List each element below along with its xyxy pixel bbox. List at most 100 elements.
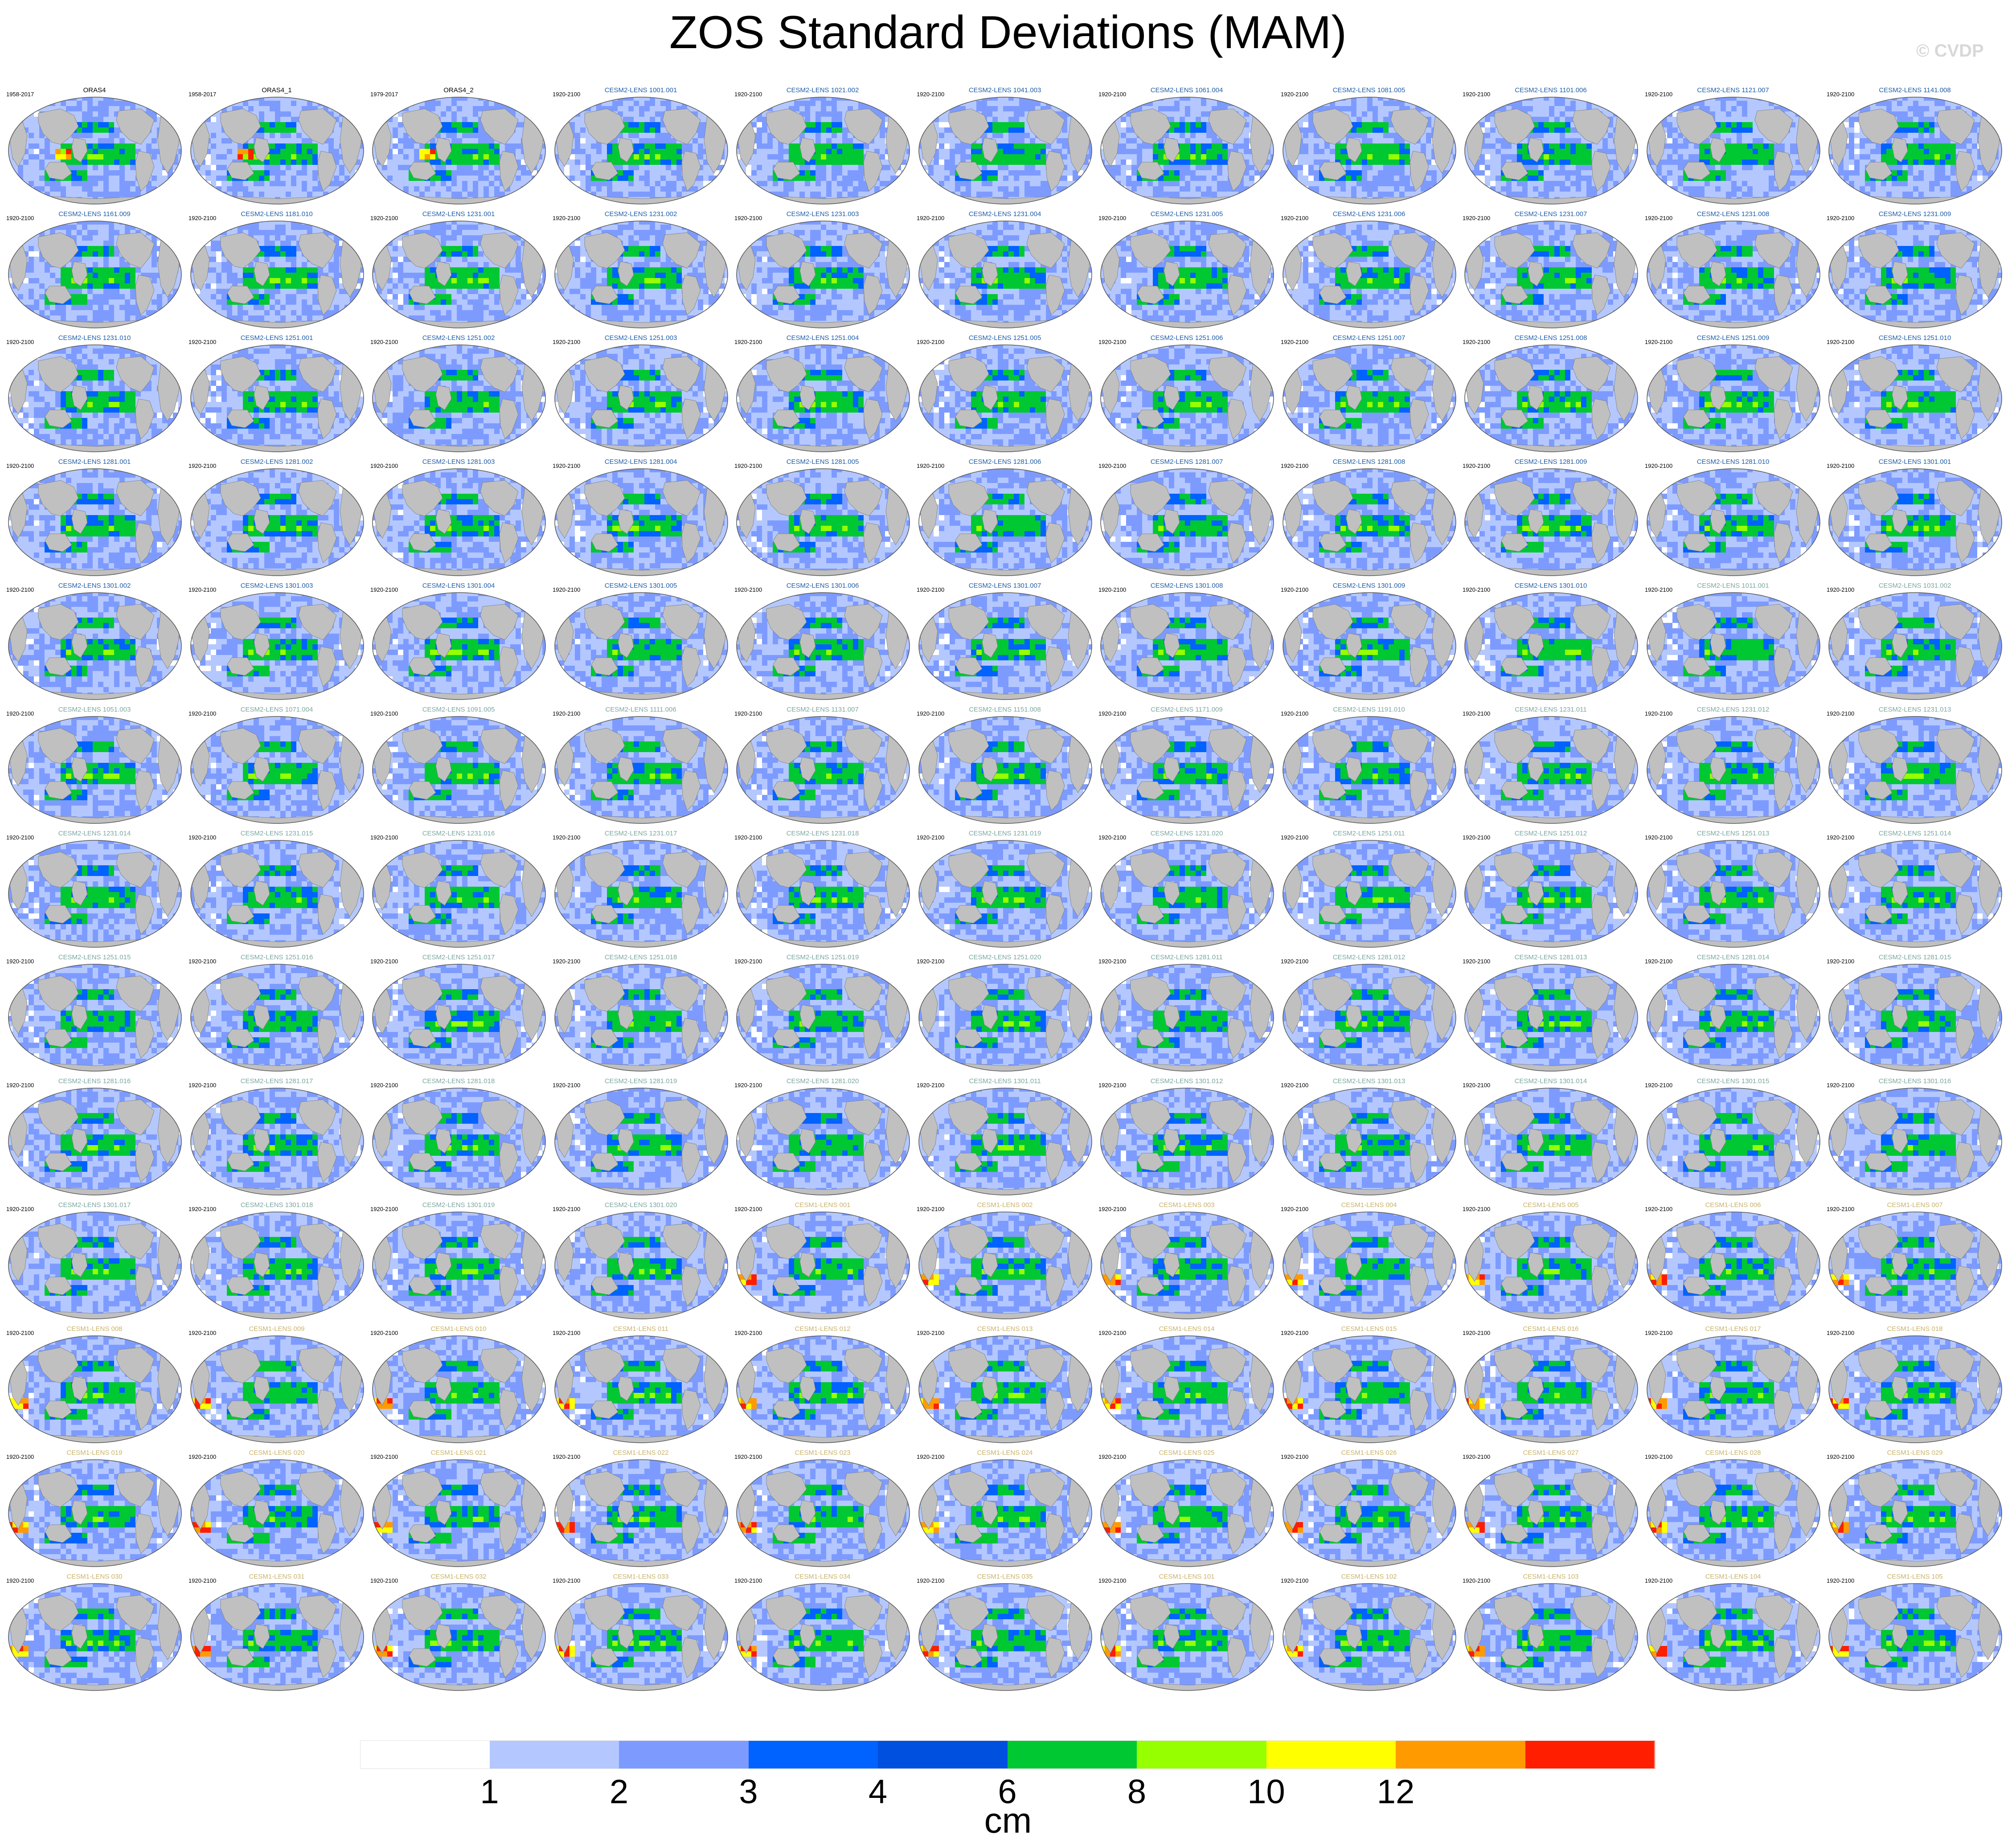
map-svg	[1463, 467, 1639, 577]
panel-title: CESM2-LENS 1231.012	[1642, 706, 1824, 713]
map-svg	[1282, 95, 1457, 206]
map-svg	[7, 715, 183, 825]
map-panel: 1920-2100 CESM1-LENS 103	[1460, 1573, 1642, 1696]
map-svg	[1463, 1210, 1639, 1321]
panel-title: CESM2-LENS 1281.016	[4, 1077, 185, 1085]
map-svg	[918, 1086, 1093, 1197]
panel-title: CESM2-LENS 1231.004	[914, 210, 1096, 218]
map-svg	[1828, 839, 2003, 949]
map-panel: 1920-2100 CESM2-LENS 1081.005	[1278, 86, 1460, 209]
panel-title: CESM2-LENS 1231.005	[1096, 210, 1278, 218]
map-svg	[7, 1086, 183, 1197]
panel-title: CESM2-LENS 1251.012	[1460, 830, 1642, 837]
map-panel: 1920-2100 CESM2-LENS 1281.016	[4, 1077, 185, 1200]
colorbar-tick-label: 8	[1127, 1772, 1146, 1811]
map-svg	[371, 839, 547, 949]
panel-title: CESM2-LENS 1131.007	[732, 706, 914, 713]
map-panel: 1920-2100 CESM2-LENS 1051.003	[4, 706, 185, 829]
map-svg	[189, 1086, 365, 1197]
map-panel: 1920-2100 CESM2-LENS 1231.003	[732, 210, 914, 333]
map-panel: 1920-2100 CESM2-LENS 1301.014	[1460, 1077, 1642, 1200]
panel-title: CESM2-LENS 1181.010	[186, 210, 368, 218]
map-svg	[735, 219, 911, 330]
panel-title: CESM2-LENS 1231.017	[550, 830, 732, 837]
panel-title: CESM1-LENS 015	[1278, 1325, 1460, 1333]
map-panel: 1920-2100 CESM1-LENS 014	[1096, 1325, 1278, 1448]
panel-title: CESM2-LENS 1251.018	[550, 954, 732, 961]
panel-title: CESM2-LENS 1281.013	[1460, 954, 1642, 961]
map-panel: 1920-2100 CESM2-LENS 1231.012	[1642, 706, 1824, 829]
map-panel: 1920-2100 CESM2-LENS 1281.010	[1642, 458, 1824, 581]
map-panel: 1920-2100 CESM2-LENS 1301.020	[550, 1201, 732, 1324]
map-panel: 1920-2100 CESM2-LENS 1301.015	[1642, 1077, 1824, 1200]
map-panel: 1920-2100 CESM2-LENS 1281.009	[1460, 458, 1642, 581]
map-panel: 1920-2100 CESM2-LENS 1281.017	[186, 1077, 368, 1200]
map-svg	[1282, 839, 1457, 949]
map-svg	[553, 1458, 729, 1568]
map-panel: 1920-2100 CESM2-LENS 1231.011	[1460, 706, 1642, 829]
map-svg	[1099, 1086, 1275, 1197]
panel-title: CESM2-LENS 1281.012	[1278, 954, 1460, 961]
panel-title: CESM2-LENS 1141.008	[1824, 86, 2006, 94]
map-svg	[371, 1582, 547, 1692]
map-panel: 1920-2100 CESM2-LENS 1231.004	[914, 210, 1096, 333]
map-svg	[1282, 1086, 1457, 1197]
panel-title: CESM1-LENS 012	[732, 1325, 914, 1333]
panel-title: CESM2-LENS 1251.005	[914, 334, 1096, 342]
panel-title: CESM1-LENS 001	[732, 1201, 914, 1209]
map-panel: 1920-2100 CESM2-LENS 1301.006	[732, 582, 914, 705]
map-svg	[189, 95, 365, 206]
map-svg	[553, 591, 729, 701]
panel-title: CESM2-LENS 1251.001	[186, 334, 368, 342]
panel-title: CESM2-LENS 1231.019	[914, 830, 1096, 837]
map-svg	[1099, 839, 1275, 949]
map-svg	[371, 962, 547, 1073]
map-panel: 1920-2100 CESM2-LENS 1231.020	[1096, 830, 1278, 953]
map-svg	[7, 1334, 183, 1445]
map-svg	[189, 467, 365, 577]
panel-title: CESM2-LENS 1251.011	[1278, 830, 1460, 837]
map-panel: 1920-2100 CESM1-LENS 021	[368, 1449, 549, 1572]
panel-title: CESM2-LENS 1281.015	[1824, 954, 2006, 961]
map-svg	[371, 95, 547, 206]
map-panel: 1920-2100 CESM1-LENS 032	[368, 1573, 549, 1696]
map-svg	[735, 1334, 911, 1445]
map-panel: 1920-2100 CESM2-LENS 1301.011	[914, 1077, 1096, 1200]
map-svg	[735, 839, 911, 949]
panel-title: CESM2-LENS 1301.002	[4, 582, 185, 589]
map-panel: 1920-2100 CESM1-LENS 024	[914, 1449, 1096, 1572]
panel-title: CESM2-LENS 1251.008	[1460, 334, 1642, 342]
panel-title: CESM2-LENS 1301.005	[550, 582, 732, 589]
map-panel: 1920-2100 CESM2-LENS 1251.001	[186, 334, 368, 457]
map-svg	[918, 1582, 1093, 1692]
map-svg	[1646, 1086, 1821, 1197]
panel-title: CESM2-LENS 1281.008	[1278, 458, 1460, 466]
map-svg	[7, 1458, 183, 1568]
map-svg	[1463, 1334, 1639, 1445]
panel-title: CESM1-LENS 102	[1278, 1573, 1460, 1580]
panel-title: CESM2-LENS 1281.018	[368, 1077, 549, 1085]
panel-title: CESM2-LENS 1281.003	[368, 458, 549, 466]
map-panel: 1920-2100 CESM2-LENS 1281.003	[368, 458, 549, 581]
map-svg	[1099, 219, 1275, 330]
panel-title: CESM1-LENS 009	[186, 1325, 368, 1333]
panel-title: CESM2-LENS 1021.002	[732, 86, 914, 94]
colorbar-tick-label: 1	[480, 1772, 499, 1811]
panel-title: CESM2-LENS 1281.011	[1096, 954, 1278, 961]
map-svg	[1099, 962, 1275, 1073]
map-panel: 1920-2100 CESM2-LENS 1231.019	[914, 830, 1096, 953]
panel-title: CESM2-LENS 1301.001	[1824, 458, 2006, 466]
map-svg	[1463, 1582, 1639, 1692]
map-svg	[1282, 1334, 1457, 1445]
panel-title: CESM2-LENS 1231.002	[550, 210, 732, 218]
map-panel: 1920-2100 CESM2-LENS 1281.020	[732, 1077, 914, 1200]
map-svg	[1646, 715, 1821, 825]
map-svg	[1463, 1458, 1639, 1568]
map-svg	[735, 962, 911, 1073]
map-panel: 1920-2100 CESM2-LENS 1281.006	[914, 458, 1096, 581]
panel-title: CESM2-LENS 1251.007	[1278, 334, 1460, 342]
map-panel: 1920-2100 CESM2-LENS 1251.010	[1824, 334, 2006, 457]
panel-title: CESM1-LENS 008	[4, 1325, 185, 1333]
panel-title: CESM2-LENS 1231.008	[1642, 210, 1824, 218]
map-panel: 1920-2100 CESM1-LENS 004	[1278, 1201, 1460, 1324]
